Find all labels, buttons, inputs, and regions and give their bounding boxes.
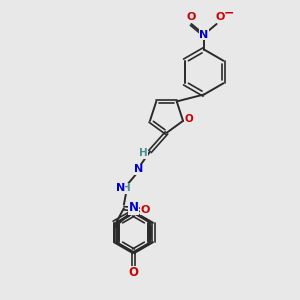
Text: O: O — [128, 266, 139, 280]
Text: −: − — [224, 6, 235, 19]
Text: N: N — [116, 183, 125, 193]
Text: H: H — [122, 183, 131, 193]
Text: O: O — [187, 12, 196, 22]
Text: O: O — [215, 12, 225, 22]
Text: N: N — [200, 29, 208, 40]
Text: N: N — [134, 164, 143, 175]
Text: O: O — [185, 114, 194, 124]
Text: O: O — [141, 205, 150, 215]
Text: N: N — [128, 201, 139, 214]
Text: H: H — [139, 148, 148, 158]
